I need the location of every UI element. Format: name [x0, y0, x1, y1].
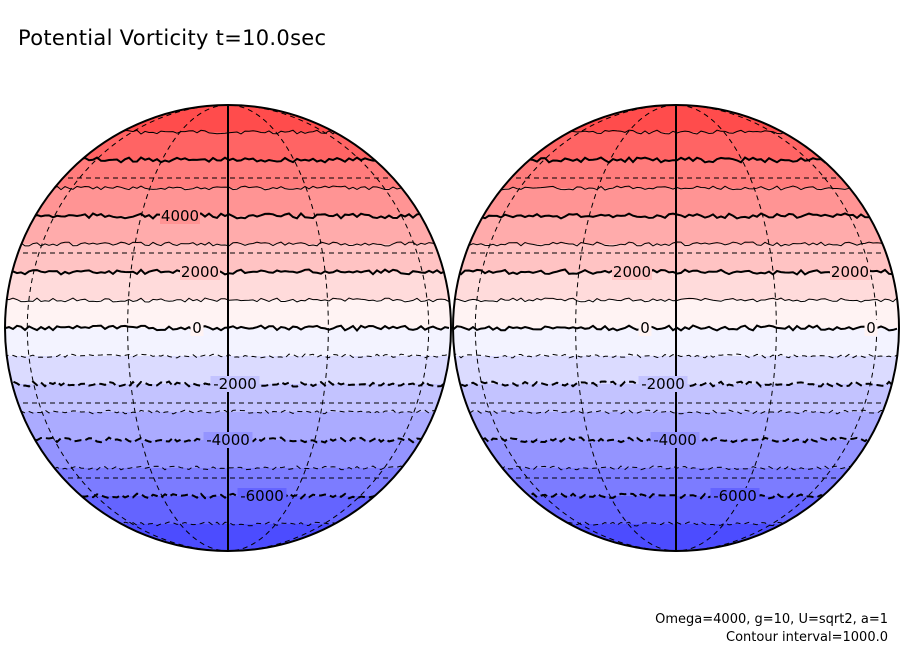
globe-right: 2000 2000 0 0 -2000 -4000 -6000: [452, 104, 900, 552]
contour-label: 2000: [181, 263, 219, 281]
meridian-line: [127, 105, 329, 551]
contour-label: -4000: [206, 431, 250, 449]
globe-outline: [4, 104, 452, 552]
contour-label: -2000: [213, 375, 257, 393]
contour-label-bg: [160, 208, 200, 224]
contour-line: [453, 241, 898, 247]
contour-line: [5, 185, 450, 191]
contour-label-bg: [190, 320, 204, 336]
contour-label-bg: [638, 320, 652, 336]
contour-line: [5, 212, 450, 220]
contour-label: 0: [866, 319, 876, 337]
contour-label: 4000: [161, 207, 199, 225]
contour-label: -2000: [641, 375, 685, 393]
contour-label-bg: [612, 264, 652, 280]
chart-title: Potential Vorticity t=10.0sec: [18, 26, 327, 50]
contour-line: [5, 241, 450, 247]
contour-line: [5, 268, 450, 276]
contour-label-bg: [203, 432, 253, 448]
contour-label-bg: [180, 264, 220, 280]
contour-line: [5, 324, 450, 333]
contour-label: -6000: [713, 487, 757, 505]
contour-line: [453, 185, 898, 191]
contour-label-bg: [237, 488, 287, 504]
contour-line: [453, 297, 898, 303]
contour-label: -4000: [653, 431, 697, 449]
globe-outline: [452, 104, 900, 552]
globe-fill: [453, 105, 899, 551]
contour-line: [453, 324, 898, 332]
contour-label-bg: [710, 488, 760, 504]
contour-line: [453, 409, 898, 415]
contour-label: 0: [192, 319, 202, 337]
globe-fill: [5, 105, 451, 551]
contour-line: [5, 409, 450, 415]
contour-interval-annotation: Contour interval=1000.0: [726, 630, 888, 645]
contour-label: 2000: [613, 263, 651, 281]
globe-left: 4000 2000 0 -2000 -4000 -6000: [4, 104, 452, 552]
contour-label: -6000: [240, 487, 284, 505]
contour-line: [5, 465, 450, 471]
parameters-annotation: Omega=4000, g=10, U=sqrt2, a=1: [655, 612, 888, 627]
contour-line: [5, 353, 450, 359]
contour-label: 2000: [831, 263, 869, 281]
contour-line: [453, 212, 898, 220]
contour-label-bg: [864, 320, 878, 336]
contour-label-bg: [830, 264, 870, 280]
contour-label-bg: [638, 376, 688, 392]
contour-line: [5, 297, 450, 303]
contour-line: [453, 268, 898, 276]
contour-label: 0: [640, 319, 650, 337]
contour-label-bg: [650, 432, 700, 448]
contour-line: [453, 353, 898, 359]
contour-label-bg: [210, 376, 260, 392]
